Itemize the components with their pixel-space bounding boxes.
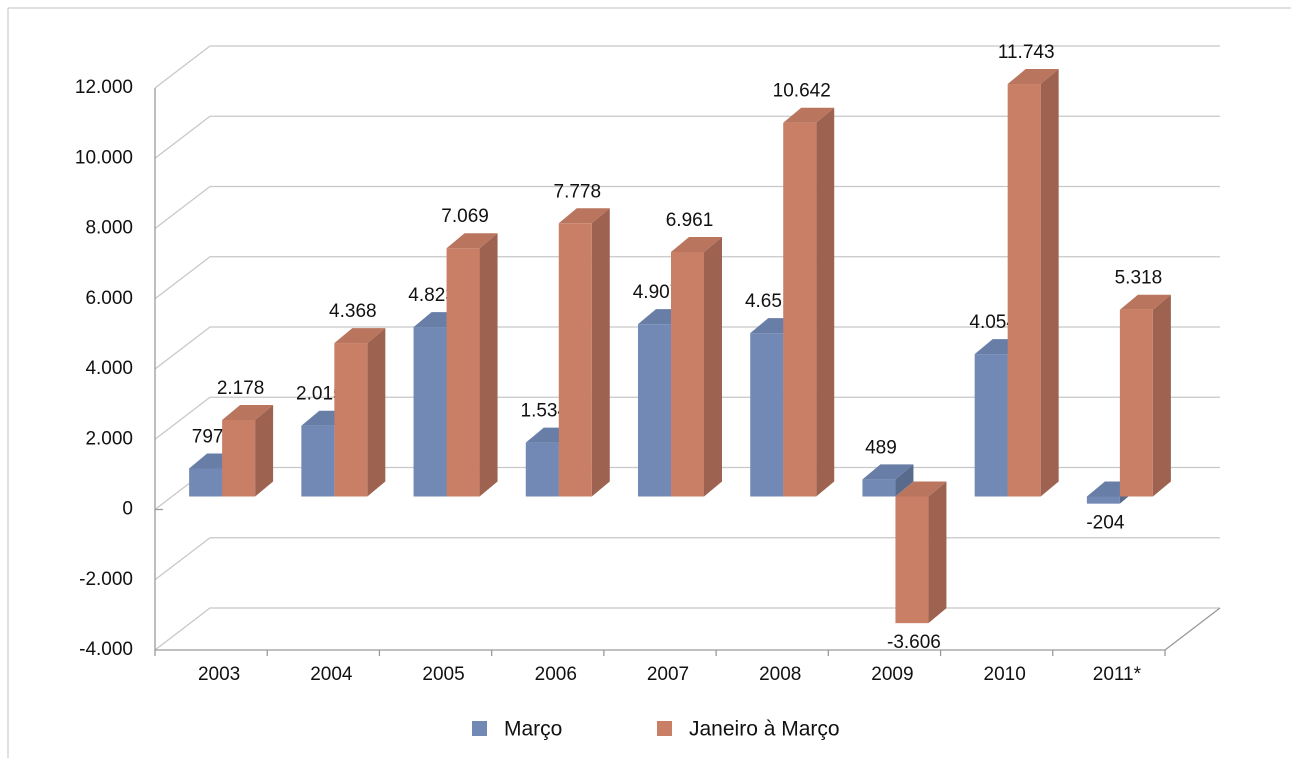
bar-group	[783, 107, 835, 497]
grid-line	[154, 607, 1220, 651]
bar	[558, 223, 592, 497]
bar-top	[334, 328, 386, 344]
bar	[895, 496, 929, 624]
bar	[783, 122, 817, 497]
value-label: 11.743	[998, 42, 1055, 63]
bar	[301, 425, 335, 497]
bar-group	[1119, 294, 1171, 497]
grid-line	[154, 396, 1220, 440]
value-label: 4.368	[329, 301, 377, 322]
y-tick-label: -4.000	[79, 639, 133, 660]
x-tick-label: 2011*	[1093, 664, 1142, 685]
value-label: -204	[1086, 513, 1124, 534]
y-tick-label: 8.000	[85, 218, 133, 239]
value-label: 7.778	[554, 181, 602, 202]
grid-line	[154, 185, 1220, 230]
value-label: 10.642	[773, 81, 831, 102]
grid-line	[154, 537, 1220, 581]
bar	[638, 324, 671, 497]
value-label: 4.907	[633, 282, 681, 303]
bar-group	[334, 328, 386, 497]
value-label: 6.961	[666, 210, 714, 231]
bar	[750, 333, 784, 497]
value-label: 4.054	[969, 312, 1017, 333]
bar-group	[446, 233, 498, 497]
bar-top	[783, 107, 835, 123]
bar-top	[1119, 294, 1171, 310]
x-tick-label: 2005	[422, 664, 464, 685]
bar-side	[895, 464, 914, 497]
bar-top	[862, 464, 914, 480]
bar-side	[704, 236, 722, 497]
y-tick-label: 4.000	[85, 358, 133, 379]
legend-swatch	[472, 721, 487, 736]
bar	[862, 479, 896, 497]
bar-top	[1007, 69, 1059, 85]
bar-side	[479, 233, 498, 497]
y-tick-label: 2.000	[85, 428, 133, 449]
grid-line	[154, 256, 1220, 300]
value-label: 4.823	[408, 285, 456, 306]
value-label: 797	[192, 427, 224, 448]
x-tick-label: 2009	[871, 664, 913, 685]
value-label: 2.015	[296, 384, 344, 405]
value-label: 5.318	[1115, 268, 1163, 289]
bar-side	[816, 107, 835, 497]
x-tick-label: 2003	[198, 664, 240, 685]
bar	[1119, 309, 1153, 497]
value-label: 4.651	[745, 291, 793, 312]
bar	[974, 354, 1008, 497]
bar-group	[222, 404, 274, 497]
bar-top	[895, 481, 947, 497]
frame	[7, 7, 1291, 758]
axis	[154, 88, 1221, 651]
y-tick-label: 10.000	[75, 147, 133, 168]
bar-side	[1152, 294, 1171, 497]
value-label: 2.178	[217, 378, 265, 399]
bar	[189, 468, 223, 497]
x-tick-label: 2010	[984, 664, 1026, 685]
bar-group	[1007, 69, 1059, 497]
grid-line	[154, 115, 1220, 159]
grid-line	[154, 326, 1220, 370]
legend-label: Janeiro à Março	[689, 718, 840, 741]
bar-side	[928, 481, 947, 624]
bar	[334, 343, 368, 497]
bar-top	[222, 404, 274, 420]
value-label: 1.534	[521, 401, 569, 422]
x-tick-label: 2006	[535, 664, 577, 685]
x-tick-label: 2008	[759, 664, 801, 685]
y-tick-label: 12.000	[75, 77, 133, 98]
y-tick-label: 6.000	[85, 288, 133, 309]
bar-top	[558, 208, 610, 224]
y-tick-label: -2.000	[79, 569, 133, 590]
legend-label: Março	[504, 718, 562, 741]
bar	[525, 442, 559, 497]
x-tick-label: 2004	[310, 664, 353, 685]
y-tick-label: 0	[122, 499, 133, 520]
bar-group	[558, 208, 610, 497]
bar	[1086, 496, 1120, 504]
value-label: 489	[865, 437, 897, 458]
bar-side	[591, 208, 610, 497]
bar-group	[671, 236, 722, 497]
bar-side	[255, 404, 274, 497]
x-tick-label: 2007	[647, 664, 689, 685]
bar-group	[895, 481, 947, 624]
value-label: 7.069	[441, 206, 489, 227]
bar-top	[446, 233, 498, 249]
bar	[413, 327, 447, 497]
bar	[222, 419, 256, 497]
bar	[671, 251, 704, 497]
bar-side	[367, 328, 386, 497]
bar	[1007, 84, 1041, 497]
bar-side	[1040, 69, 1059, 497]
value-label: -3.606	[887, 632, 941, 653]
grid-line	[154, 45, 1220, 89]
bar-group	[862, 464, 914, 497]
bar-top	[671, 236, 722, 252]
legend-swatch	[657, 721, 672, 736]
bar	[446, 248, 480, 497]
